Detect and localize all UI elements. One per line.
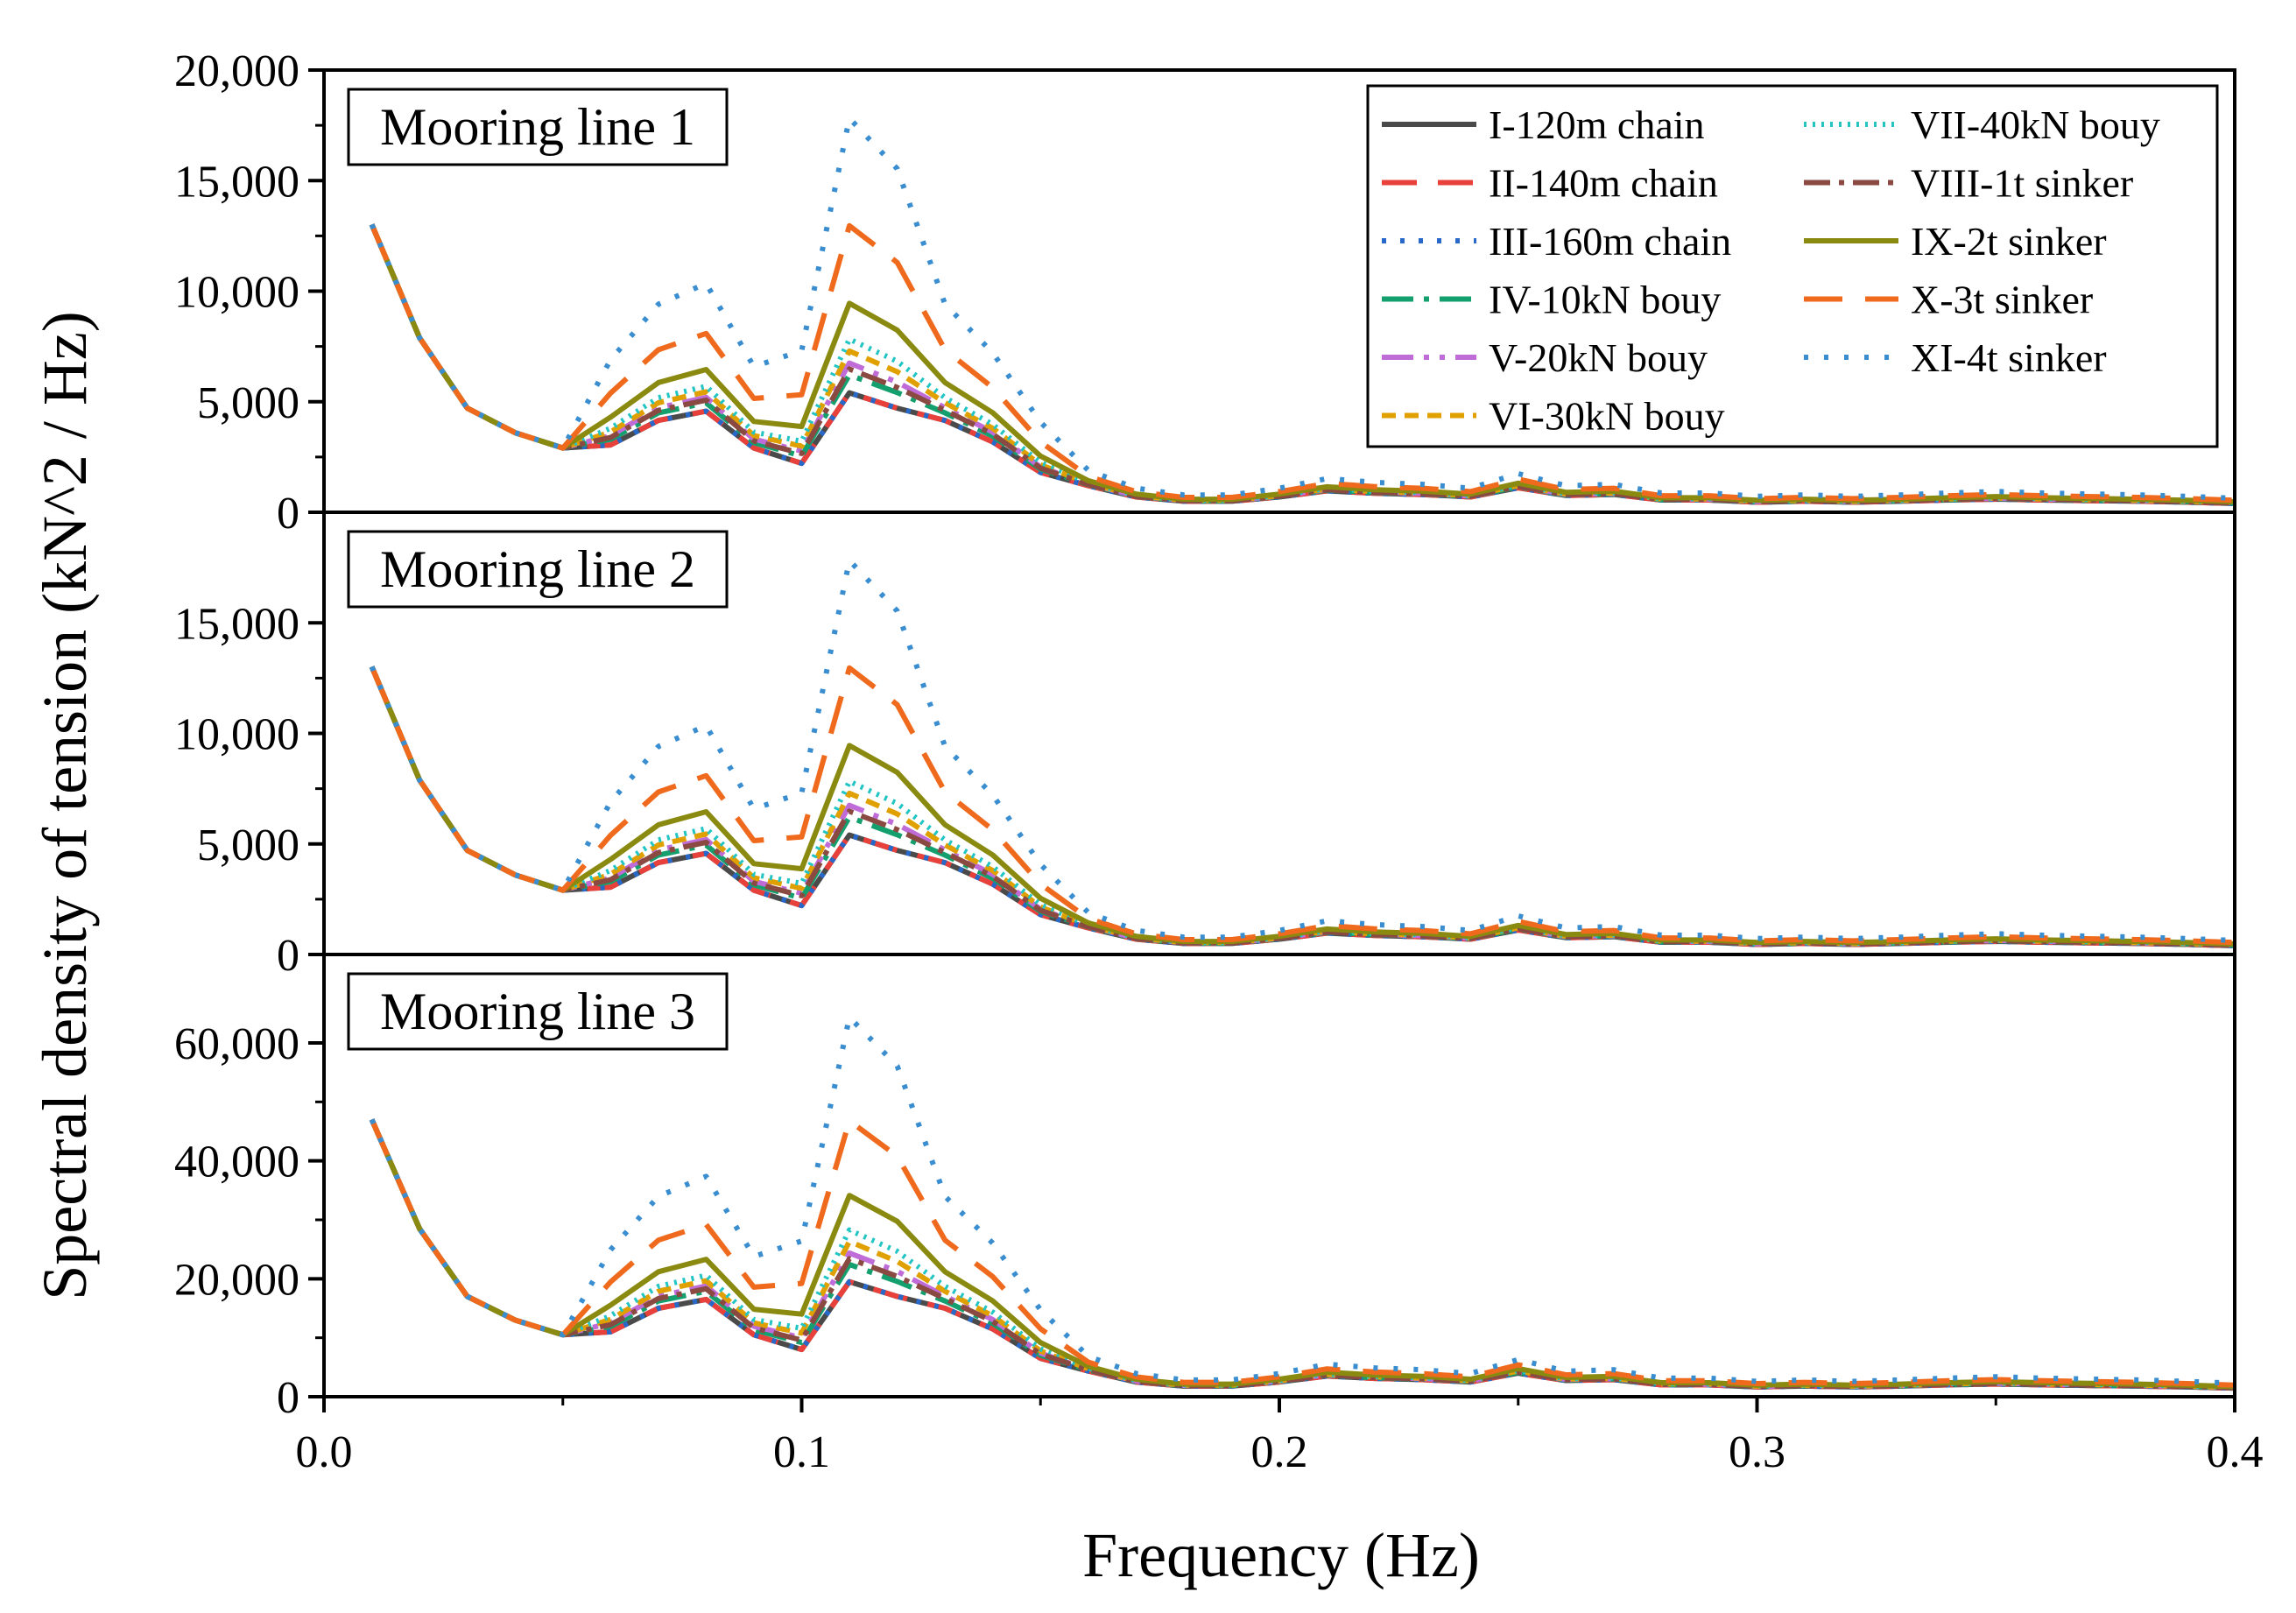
- y-tick-label: 0: [277, 489, 299, 539]
- series-group: [369, 1014, 2235, 1391]
- legend-label-2: II-140m chain: [1489, 161, 1718, 206]
- series-line-1: [369, 666, 2235, 948]
- y-tick-label: 10,000: [174, 268, 299, 318]
- y-tick-label: 20,000: [174, 46, 299, 96]
- series-group: [369, 116, 2235, 506]
- y-tick-label: 40,000: [174, 1138, 299, 1187]
- panel-label-frame: [347, 530, 729, 609]
- panel-label: Mooring line 3: [380, 983, 695, 1040]
- panel-label-box: Mooring line 1: [347, 88, 729, 166]
- legend-label-11: XI-4t sinker: [1911, 335, 2107, 380]
- x-tick-label: 0.2: [1251, 1427, 1308, 1477]
- series-line-6: [369, 1118, 2235, 1391]
- series-line-6: [369, 666, 2235, 947]
- y-tick-label: 0: [277, 1373, 299, 1423]
- y-tick-label: 5,000: [197, 378, 299, 428]
- panel-label-frame: [347, 88, 729, 166]
- legend-label-9: IX-2t sinker: [1911, 219, 2107, 264]
- panel-label: Mooring line 2: [380, 540, 695, 598]
- legend-label-1: I-120m chain: [1489, 102, 1705, 147]
- legend-label-5: V-20kN bouy: [1489, 335, 1708, 380]
- panel-label-frame: [347, 972, 729, 1051]
- series-group: [369, 558, 2235, 948]
- legend: I-120m chain II-140m chain III-160m chain I…: [1366, 84, 2219, 448]
- series-line-8: [369, 1118, 2235, 1391]
- x-tick-label: 0.4: [2207, 1427, 2264, 1477]
- x-tick-label: 0.0: [296, 1427, 353, 1477]
- series-line-10: [369, 1117, 2235, 1388]
- legend-label-10: X-3t sinker: [1911, 278, 2093, 322]
- series-line-10: [369, 222, 2235, 504]
- series-line-9: [369, 666, 2235, 947]
- y-tick-label: 5,000: [197, 821, 299, 870]
- series-line-11: [369, 558, 2235, 943]
- series-line-2: [369, 666, 2235, 948]
- series-line-3: [369, 666, 2235, 948]
- y-tick-label: 15,000: [174, 599, 299, 649]
- panel-label-box: Mooring line 3: [347, 972, 729, 1051]
- y-tick-label: 0: [277, 931, 299, 981]
- series-line-5: [369, 1118, 2235, 1391]
- x-tick-label: 0.3: [1729, 1427, 1785, 1477]
- series-line-9: [369, 1118, 2235, 1390]
- y-tick-label: 15,000: [174, 157, 299, 207]
- series-line-8: [369, 666, 2235, 948]
- x-tick-label: 0.1: [773, 1427, 830, 1477]
- legend-label-8: VIII-1t sinker: [1911, 161, 2133, 206]
- series-line-11: [369, 1014, 2235, 1386]
- panel-1: 0 5,000 10,000 15,000 20,000 Mooring line 1: [174, 46, 2236, 539]
- x-axis-title: Frequency (Hz): [1082, 1520, 1480, 1590]
- y-axis-title: Spectral density of tension (kN^2 / Hz): [30, 311, 100, 1300]
- series-line-3: [369, 1118, 2235, 1391]
- y-tick-label: 10,000: [174, 710, 299, 760]
- series-line-7: [369, 666, 2235, 947]
- panel-2: 0 5,000 10,000 15,000 Mooring line 2: [174, 511, 2236, 981]
- series-line-1: [369, 1118, 2235, 1391]
- legend-label-7: VII-40kN bouy: [1911, 102, 2160, 147]
- panels: 0 5,000 10,000 15,000 20,000 Mooring line 1 0 5…: [174, 46, 2236, 1423]
- series-line-4: [369, 1118, 2235, 1391]
- series-line-4: [369, 666, 2235, 948]
- legend-label-4: IV-10kN bouy: [1489, 278, 1721, 322]
- series-line-5: [369, 666, 2235, 948]
- panel-label: Mooring line 1: [380, 98, 695, 156]
- series-line-10: [369, 665, 2235, 946]
- panel-3: 0 20,000 40,000 60,000 Mooring line 3: [174, 953, 2236, 1423]
- legend-frame: [1366, 84, 2219, 448]
- y-tick-label: 60,000: [174, 1019, 299, 1069]
- series-line-7: [369, 1118, 2235, 1391]
- legend-label-6: VI-30kN bouy: [1489, 394, 1725, 439]
- series-line-11: [369, 116, 2235, 501]
- legend-label-3: III-160m chain: [1489, 219, 1731, 264]
- series-line-2: [369, 1118, 2235, 1391]
- axes: 0.0 0.1 0.2 0.3 0.4 I-120m chain II-140m chain…: [296, 84, 2264, 1477]
- panel-label-box: Mooring line 2: [347, 530, 729, 609]
- y-tick-label: 20,000: [174, 1255, 299, 1305]
